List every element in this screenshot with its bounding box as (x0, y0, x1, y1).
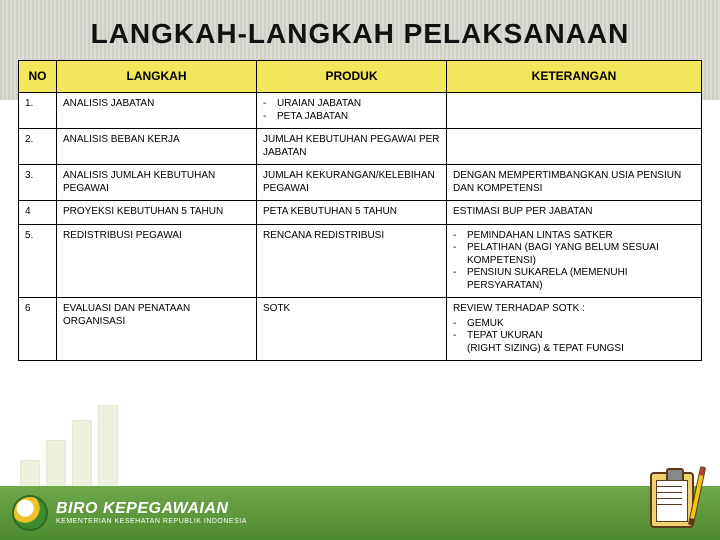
ket-subitem: (RIGHT SIZING) & TEPAT FUNGSI (453, 343, 695, 356)
ket-subitem: TEPAT UKURAN (453, 330, 695, 343)
footer-bar: BIRO KEPEGAWAIAN KEMENTERIAN KESEHATAN R… (0, 486, 720, 540)
clipboard-icon (644, 464, 702, 534)
ket-subitem: GEMUK (453, 318, 695, 331)
cell-produk: PETA KEBUTUHAN 5 TAHUN (257, 201, 447, 225)
cell-langkah: ANALISIS JUMLAH KEBUTUHAN PEGAWAI (57, 165, 257, 201)
table-row: 1. ANALISIS JABATAN URAIAN JABATAN PETA … (19, 93, 702, 129)
cell-langkah: PROYEKSI KEBUTUHAN 5 TAHUN (57, 201, 257, 225)
cell-langkah: ANALISIS BEBAN KERJA (57, 129, 257, 165)
cell-no: 3. (19, 165, 57, 201)
ket-item: PEMINDAHAN LINTAS SATKER (453, 230, 695, 243)
cell-no: 1. (19, 93, 57, 129)
cell-langkah: ANALISIS JABATAN (57, 93, 257, 129)
cell-no: 6 (19, 298, 57, 361)
cell-no: 4 (19, 201, 57, 225)
ministry-logo-icon (12, 495, 48, 531)
cell-no: 5. (19, 224, 57, 298)
cell-produk: RENCANA REDISTRIBUSI (257, 224, 447, 298)
table-row: 6 EVALUASI DAN PENATAAN ORGANISASI SOTK … (19, 298, 702, 361)
footer-subtitle: KEMENTERIAN KESEHATAN REPUBLIK INDONESIA (56, 518, 247, 526)
produk-item: URAIAN JABATAN (263, 98, 440, 111)
cell-ket: DENGAN MEMPERTIMBANGKAN USIA PENSIUN DAN… (447, 165, 702, 201)
th-langkah: LANGKAH (57, 61, 257, 93)
ket-intro: REVIEW TERHADAP SOTK : (453, 303, 585, 314)
table-container: NO LANGKAH PRODUK KETERANGAN 1. ANALISIS… (0, 60, 720, 361)
th-no: NO (19, 61, 57, 93)
cell-produk: JUMLAH KEBUTUHAN PEGAWAI PER JABATAN (257, 129, 447, 165)
page-title: LANGKAH-LANGKAH PELAKSANAAN (0, 0, 720, 60)
ket-item: PENSIUN SUKARELA (MEMENUHI PERSYARATAN) (453, 267, 695, 292)
cell-ket (447, 129, 702, 165)
cell-ket (447, 93, 702, 129)
table-row: 4 PROYEKSI KEBUTUHAN 5 TAHUN PETA KEBUTU… (19, 201, 702, 225)
table-header-row: NO LANGKAH PRODUK KETERANGAN (19, 61, 702, 93)
table-row: 2. ANALISIS BEBAN KERJA JUMLAH KEBUTUHAN… (19, 129, 702, 165)
table-row: 3. ANALISIS JUMLAH KEBUTUHAN PEGAWAI JUM… (19, 165, 702, 201)
th-produk: PRODUK (257, 61, 447, 93)
cell-ket: ESTIMASI BUP PER JABATAN (447, 201, 702, 225)
cell-langkah: REDISTRIBUSI PEGAWAI (57, 224, 257, 298)
background-chart-decoration (20, 380, 160, 500)
cell-produk: SOTK (257, 298, 447, 361)
footer-text: BIRO KEPEGAWAIAN KEMENTERIAN KESEHATAN R… (56, 500, 247, 525)
ket-item: PELATIHAN (BAGI YANG BELUM SESUAI KOMPET… (453, 242, 695, 267)
cell-ket: REVIEW TERHADAP SOTK : GEMUK TEPAT UKURA… (447, 298, 702, 361)
produk-item: PETA JABATAN (263, 111, 440, 124)
footer-title: BIRO KEPEGAWAIAN (56, 500, 247, 518)
th-keterangan: KETERANGAN (447, 61, 702, 93)
cell-no: 2. (19, 129, 57, 165)
cell-produk: URAIAN JABATAN PETA JABATAN (257, 93, 447, 129)
cell-langkah: EVALUASI DAN PENATAAN ORGANISASI (57, 298, 257, 361)
steps-table: NO LANGKAH PRODUK KETERANGAN 1. ANALISIS… (18, 60, 702, 361)
cell-ket: PEMINDAHAN LINTAS SATKER PELATIHAN (BAGI… (447, 224, 702, 298)
table-row: 5. REDISTRIBUSI PEGAWAI RENCANA REDISTRI… (19, 224, 702, 298)
cell-produk: JUMLAH KEKURANGAN/KELEBIHAN PEGAWAI (257, 165, 447, 201)
